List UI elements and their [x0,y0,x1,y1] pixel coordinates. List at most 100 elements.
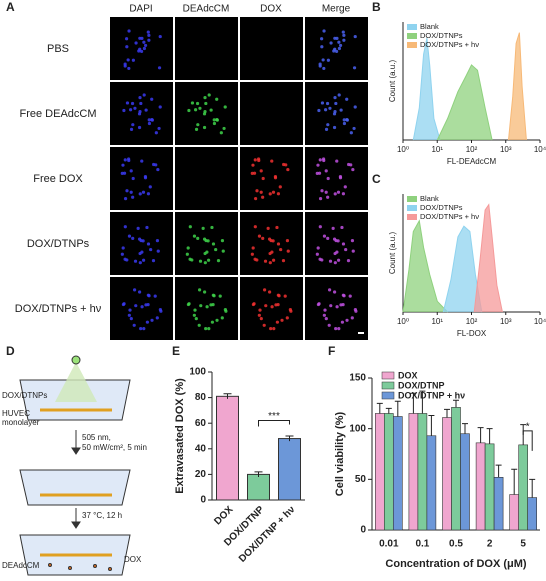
cell [129,169,133,173]
cell [257,234,262,238]
cell [322,66,326,71]
cell [322,313,326,317]
cell [130,101,135,106]
x-axis-label: Concentration of DOX (μM) [385,558,527,570]
cell [153,294,157,298]
cell [125,189,129,193]
cell [342,121,347,126]
error-bar [285,435,294,442]
y-tick-label: 100 [349,423,366,434]
cell [339,108,343,112]
micrograph [110,82,173,145]
x-tick-label: 2 [487,539,493,550]
y-tick-label: 40 [195,443,207,454]
cell [198,106,202,110]
cell [325,101,330,106]
cell [133,106,137,110]
cell [345,318,349,322]
error-bar [254,471,263,477]
y-axis-label: Count (a.u.) [388,232,397,275]
cell [137,237,142,241]
micrograph [110,17,173,80]
cell [349,131,353,135]
cell [324,127,329,131]
cell [276,192,281,196]
cell [140,250,144,254]
cell [271,258,276,262]
diagram-label: 505 nm, [82,433,111,442]
cell [125,101,130,105]
cell [223,105,227,109]
cell [188,225,192,229]
y-tick-label: 100 [189,367,206,378]
cell [194,127,199,131]
bar [509,494,520,531]
row-label: PBS [47,43,69,55]
cell [255,258,259,262]
cell [333,192,337,196]
cell [204,101,208,106]
cell [335,49,339,54]
cell [133,259,138,263]
cell [318,158,322,162]
cell [266,226,270,230]
cell [329,41,333,45]
cell [198,259,203,263]
cell [140,159,144,163]
row-label: Free DEAdcCM [19,108,96,120]
micrograph [240,147,303,210]
cell [120,252,124,256]
cell [324,190,328,194]
cell [216,258,221,263]
cell [212,118,216,122]
cell [127,66,131,71]
cell [194,108,198,112]
cell [258,308,262,312]
cell [127,234,132,238]
y-axis-label: Extravasated DOX (%) [174,378,186,494]
cell [147,294,151,298]
cell [320,258,324,262]
legend-label: DOX/DTNPs [420,203,463,212]
cell [326,195,330,199]
cell [263,259,268,263]
cell [215,97,219,101]
cell [278,185,282,189]
cell [251,246,255,250]
legend-swatch [407,214,417,220]
cell [346,258,351,263]
cell [257,313,261,317]
bar [451,407,461,531]
cell [252,171,257,175]
micrograph [240,82,303,145]
cell [196,236,200,240]
cell [197,288,202,292]
cell [209,108,213,112]
cell [328,106,332,110]
legend-label: DOX/DTNPs [420,31,463,40]
error-bar [462,423,468,434]
cell [333,290,337,294]
cell [333,96,337,100]
cell [335,159,339,163]
cell [262,288,267,292]
cell [322,29,326,33]
cell [352,126,356,131]
cell [152,162,156,167]
cell [326,176,330,181]
cell [157,126,161,131]
cell [122,108,126,113]
cell [202,125,207,130]
cell [131,195,135,199]
cell [253,158,257,162]
x-axis-label: FL-DOX [457,329,487,338]
bar [216,395,239,501]
cell [156,167,160,172]
cell [335,305,339,309]
cell [150,318,154,322]
cell [127,313,131,317]
cell [317,171,322,175]
legend-swatch [407,33,417,39]
cell [122,171,127,175]
histogram-area [473,203,503,313]
